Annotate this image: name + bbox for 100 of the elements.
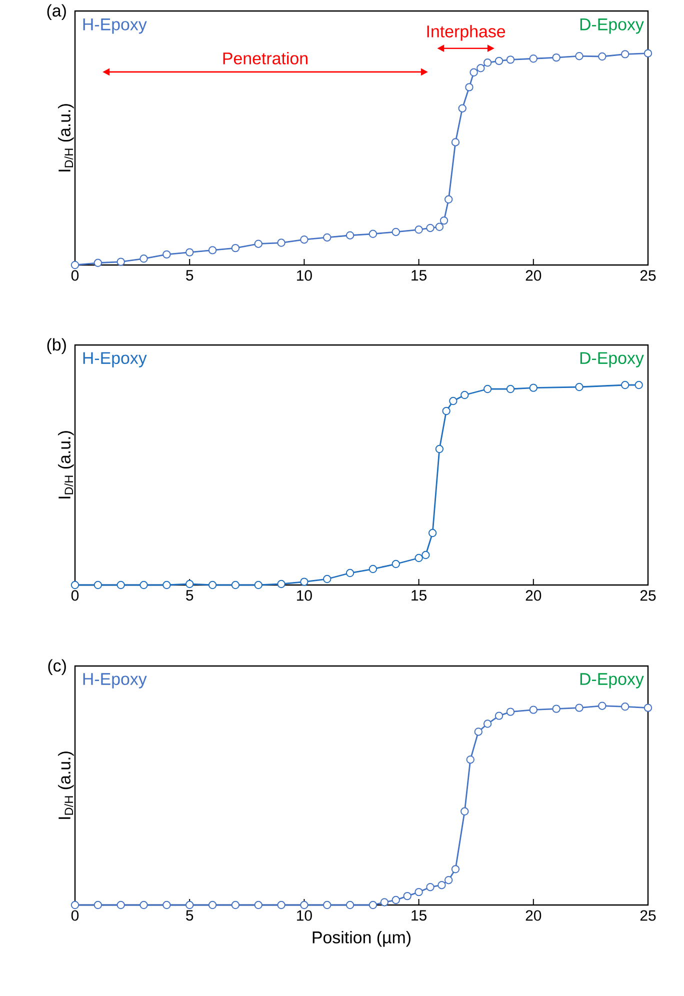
x-tick-label: 15: [412, 590, 426, 601]
point: [346, 900, 354, 910]
chart-title: (c): [48, 659, 66, 675]
x-tick-label: 25: [640, 910, 656, 921]
point: [208, 246, 217, 254]
point: [620, 380, 630, 390]
x-tick-label: 15: [412, 910, 426, 921]
x-tick-label: 0: [71, 910, 79, 921]
point: [458, 104, 466, 112]
point: [506, 384, 515, 394]
point: [620, 702, 630, 711]
point: [254, 240, 262, 248]
point: [451, 865, 460, 874]
x-tick-label: 5: [186, 270, 194, 281]
chart-title: (b): [47, 338, 66, 354]
x-tick-label: 0: [71, 270, 79, 281]
point: [162, 900, 171, 910]
point: [474, 728, 482, 736]
point: [323, 900, 332, 910]
point: [460, 807, 469, 816]
point: [392, 560, 400, 568]
x-tick-label: 25: [640, 270, 656, 281]
text: H-Epoxy: [83, 673, 147, 688]
point: [529, 384, 538, 392]
point: [598, 702, 606, 710]
point: [162, 250, 171, 259]
point: [414, 226, 423, 234]
point: [438, 880, 446, 890]
point: [392, 228, 400, 236]
point: [346, 568, 354, 578]
point: [644, 704, 652, 712]
x-tick-label: 10: [297, 590, 312, 601]
point: [483, 720, 492, 728]
point: [634, 380, 643, 390]
point: [231, 580, 240, 590]
point: [494, 56, 504, 66]
x-axis-title: Position (µm): [312, 930, 410, 947]
point: [529, 706, 538, 714]
text: D-Epoxy: [580, 18, 644, 34]
point: [552, 704, 560, 713]
point: [368, 564, 378, 574]
point: [414, 888, 423, 896]
point: [575, 704, 584, 712]
x-tick-label: 20: [526, 270, 542, 281]
point: [414, 554, 423, 562]
point: [426, 882, 434, 892]
point: [277, 238, 286, 247]
point: [449, 396, 458, 406]
point: [140, 254, 148, 263]
point: [494, 712, 504, 720]
x-tick-label: 5: [186, 910, 194, 921]
point: [444, 876, 453, 884]
point: [208, 900, 217, 910]
point: [300, 578, 308, 586]
point: [552, 53, 560, 62]
point: [392, 896, 400, 904]
point: [186, 248, 194, 256]
text: D-Epoxy: [580, 352, 644, 368]
point: [277, 580, 286, 588]
y-axis-title: I$_{D/H}$ (a.u.): [58, 752, 74, 819]
point: [162, 580, 171, 590]
point: [254, 580, 262, 590]
point: [460, 390, 469, 400]
text: Interphase: [427, 25, 506, 41]
y-axis-title: I$_{D/H}$ (a.u.): [58, 104, 74, 172]
point: [428, 528, 437, 538]
x-tick-label: 20: [526, 590, 542, 601]
point: [380, 898, 389, 906]
point: [483, 58, 492, 67]
point: [470, 68, 478, 76]
point: [94, 900, 102, 910]
point: [254, 900, 262, 910]
point: [323, 574, 332, 584]
point: [435, 222, 444, 232]
x-tick-label: 0: [71, 590, 79, 601]
point: [451, 138, 460, 146]
point: [70, 260, 80, 270]
annotation: Penetration: [223, 52, 308, 64]
point: [346, 231, 354, 240]
point: [426, 224, 434, 232]
x-tick-label: 20: [526, 910, 542, 921]
point: [186, 900, 194, 910]
point: [506, 708, 515, 716]
point: [644, 49, 652, 58]
x-tick-label: 25: [640, 590, 656, 601]
x-tick-label: 15: [412, 270, 426, 281]
point: [403, 892, 412, 900]
point: [186, 580, 194, 588]
point: [140, 900, 148, 910]
point: [70, 900, 80, 910]
point: [94, 258, 102, 267]
point: [368, 230, 378, 238]
point: [116, 580, 125, 590]
point: [208, 580, 217, 590]
point: [529, 54, 538, 63]
point: [598, 52, 606, 61]
point: [620, 50, 630, 58]
point: [323, 233, 332, 242]
point: [442, 406, 450, 416]
point: [465, 83, 474, 92]
